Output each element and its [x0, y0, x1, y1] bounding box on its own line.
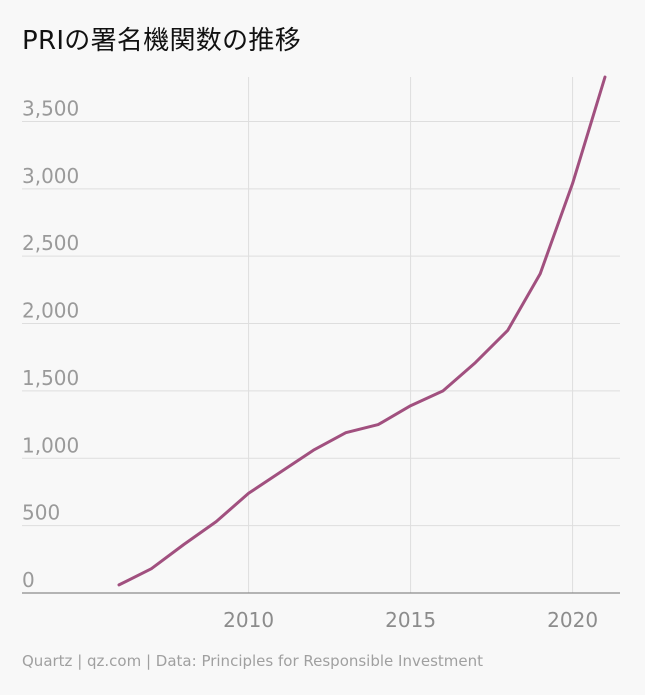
y-tick-label: 2,500: [22, 231, 79, 255]
y-tick-label: 3,000: [22, 164, 79, 188]
y-tick-label: 2,000: [22, 299, 79, 323]
source-footer: Quartz | qz.com | Data: Principles for R…: [22, 652, 484, 670]
y-tick-label: 1,500: [22, 366, 79, 390]
y-tick-label: 1,000: [22, 433, 79, 457]
series-lines: [117, 75, 607, 587]
x-tick-label: 2015: [385, 608, 436, 632]
x-tick-label: 2020: [547, 608, 598, 632]
chart-title: PRIの署名機関数の推移: [22, 26, 302, 56]
y-tick-labels: 0 500 1,000 1,500 2,000 2,500 3,000 3,500: [22, 96, 79, 592]
x-tick-label: 2010: [223, 608, 274, 632]
series-line: [117, 75, 607, 587]
y-tick-label: 0: [22, 568, 35, 592]
horizontal-gridlines: [22, 120, 620, 527]
y-tick-label: 3,500: [22, 96, 79, 120]
vertical-gridlines: [248, 77, 574, 593]
x-tick-labels: 2010 2015 2020: [223, 608, 598, 632]
y-tick-label: 500: [22, 501, 60, 525]
